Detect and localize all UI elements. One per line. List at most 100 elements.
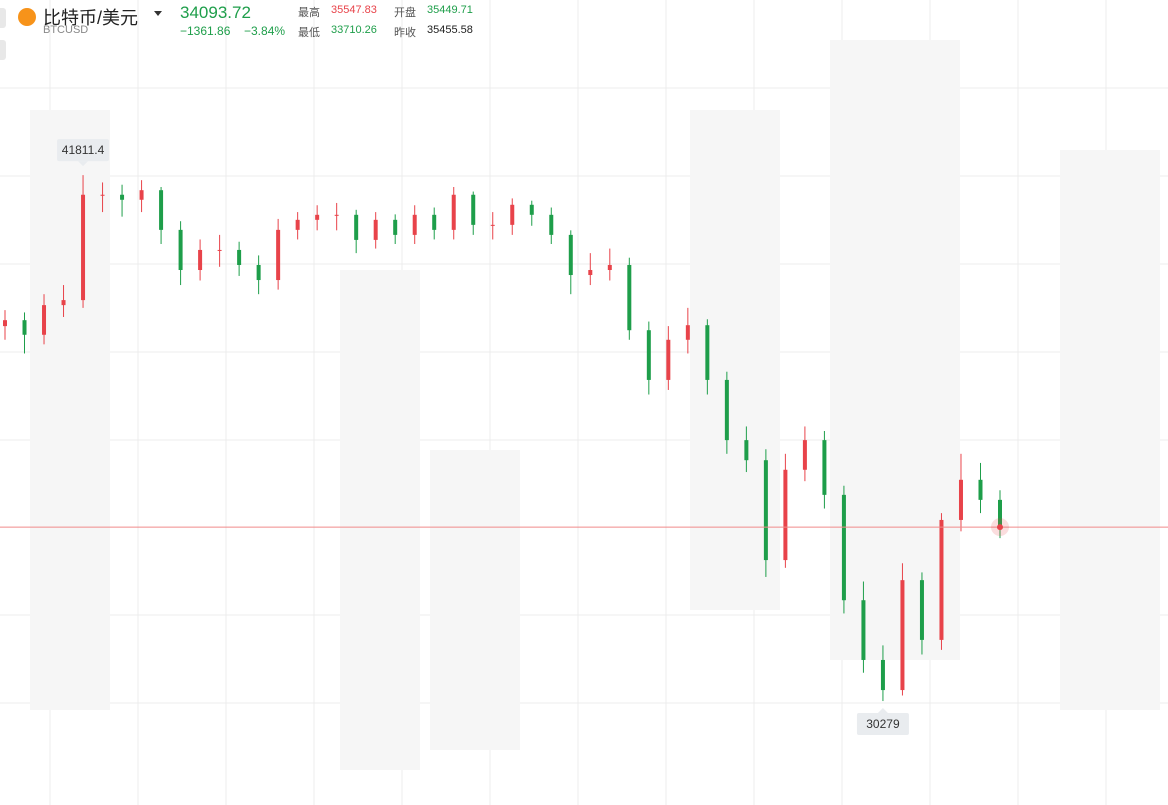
candle [744, 426, 749, 473]
candle-body [685, 325, 690, 340]
candle-body [666, 339, 671, 380]
candle-body [3, 320, 7, 327]
callout-box [57, 139, 110, 162]
candle-body [705, 325, 710, 380]
coin-icon [18, 8, 36, 26]
candle [880, 645, 885, 702]
candle-body [939, 519, 944, 640]
candle [81, 175, 86, 308]
candle [159, 186, 164, 245]
candle [22, 312, 27, 354]
callout-label: 41811.4 [62, 143, 105, 157]
candle [61, 285, 66, 317]
last-price-dot [997, 524, 1003, 531]
stat-value: 35449.71 [427, 4, 473, 16]
min-callout: 30279 [856, 708, 909, 736]
candle-body [100, 194, 105, 196]
candle-body [978, 479, 983, 500]
candle-body [217, 249, 222, 251]
candle-body [178, 229, 183, 271]
candle [607, 248, 612, 281]
candle [451, 186, 456, 240]
candle-body [763, 460, 768, 561]
candle-body [276, 229, 281, 281]
candle [393, 214, 398, 245]
candle [373, 212, 378, 249]
candle-body [998, 499, 1002, 528]
candle [685, 307, 690, 354]
candle [120, 184, 125, 217]
candle-body [81, 194, 86, 301]
candle [217, 234, 222, 267]
candle [763, 449, 768, 577]
side-button[interactable] [0, 8, 6, 28]
last-price: 34093.72 [180, 3, 251, 22]
callout-label: 30279 [866, 717, 900, 731]
callout-pointer [877, 708, 888, 714]
callout-pointer [78, 161, 89, 167]
candle [998, 490, 1002, 539]
candle [198, 239, 203, 281]
candle-body [256, 264, 261, 281]
stat-label: 最低 [298, 27, 320, 39]
stat-label: 昨收 [394, 27, 416, 39]
candle [900, 563, 905, 696]
candle-body [490, 224, 495, 226]
candle [568, 230, 573, 295]
candle [178, 221, 183, 286]
candle-body [861, 600, 866, 660]
candle [471, 191, 476, 235]
candle [666, 326, 671, 390]
candle-body [783, 469, 788, 561]
candle [705, 319, 710, 395]
candle [256, 255, 261, 295]
candle-body [724, 379, 729, 441]
candle [724, 371, 729, 454]
header: 比特币/美元 BTCUSD 34093.72 −1361.86 −3.84% 最… [0, 0, 520, 60]
candle [237, 241, 242, 276]
candle [627, 257, 632, 340]
candle-body [841, 494, 846, 601]
dropdown-caret[interactable] [154, 11, 162, 16]
candle-body [549, 214, 554, 235]
candle-body [451, 194, 456, 230]
side-button[interactable] [0, 40, 6, 60]
candle [939, 513, 944, 650]
symbol: BTCUSD [43, 24, 89, 36]
candle-body [919, 580, 924, 640]
candle [861, 581, 866, 673]
candle [490, 212, 495, 240]
candle-body [568, 234, 573, 276]
candle [919, 572, 924, 655]
instrument-name[interactable]: 比特币/美元 [43, 8, 139, 28]
candle-body [646, 330, 651, 380]
candle-body [822, 440, 827, 495]
candle [100, 182, 105, 213]
candle [958, 453, 963, 532]
candle-body [22, 320, 27, 335]
candle [42, 294, 47, 345]
candle-body [412, 214, 417, 235]
candle-body [802, 440, 807, 470]
candle-body [373, 219, 378, 240]
candle [276, 218, 281, 290]
candle-body [120, 194, 125, 200]
candle [412, 205, 417, 245]
stat-label: 最高 [298, 7, 320, 19]
background-buildings [30, 40, 1160, 770]
candle-body [139, 190, 144, 200]
candle [841, 485, 846, 614]
candle [3, 310, 7, 340]
candle-body [159, 190, 164, 230]
candle [646, 321, 651, 395]
callout-box [856, 713, 909, 736]
candle-body [958, 479, 963, 520]
candle-body [315, 214, 320, 220]
candle [354, 209, 359, 254]
candle [510, 198, 515, 235]
candle-body [295, 219, 300, 230]
candle-body [744, 440, 749, 461]
max-callout: 41811.4 [57, 139, 110, 167]
candle-body [880, 659, 885, 691]
